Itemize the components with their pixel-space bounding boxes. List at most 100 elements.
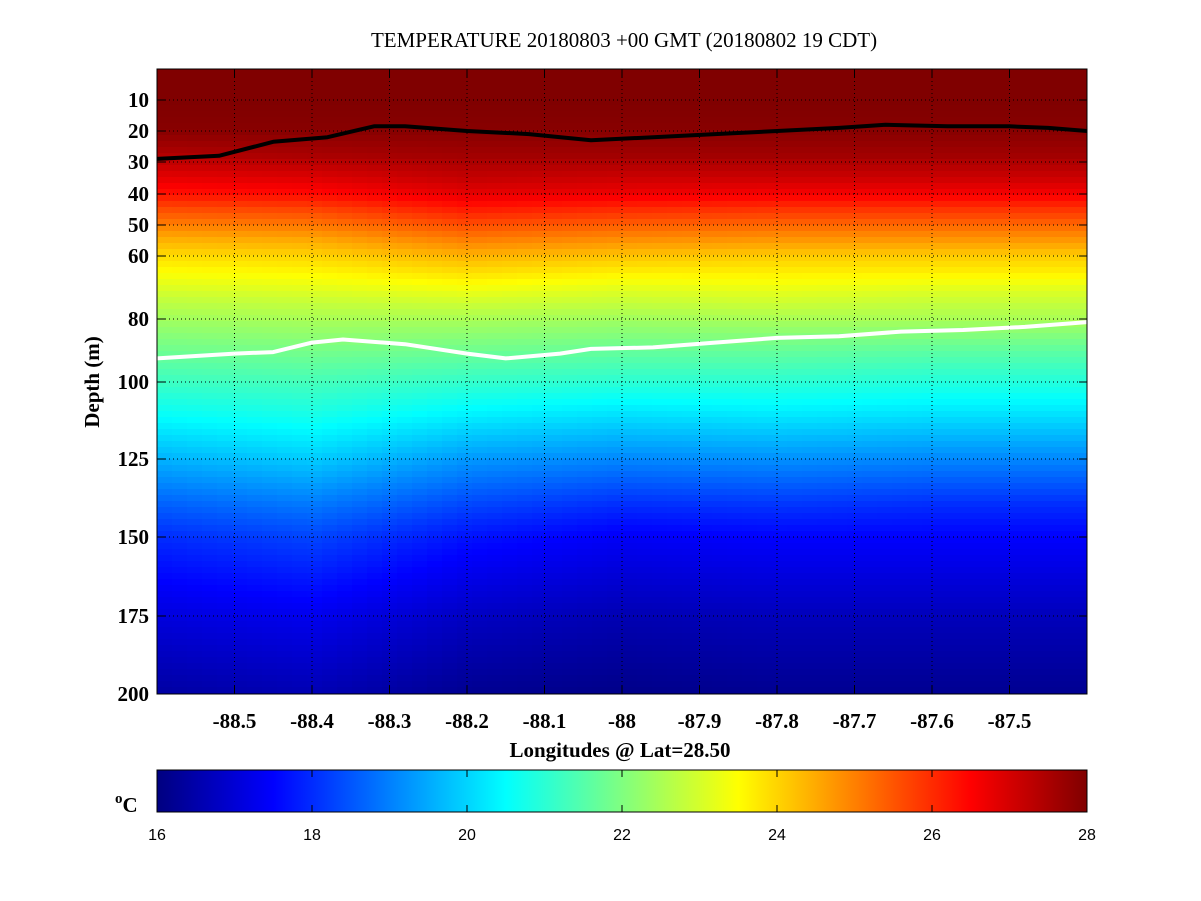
heatmap-cell xyxy=(682,183,698,190)
heatmap-cell xyxy=(967,261,983,268)
heatmap-cell xyxy=(457,483,473,490)
heatmap-cell xyxy=(187,441,203,448)
heatmap-cell xyxy=(652,303,668,310)
heatmap-cell xyxy=(247,267,263,274)
heatmap-cell xyxy=(982,177,998,184)
heatmap-cell xyxy=(367,375,383,382)
heatmap-cell xyxy=(742,495,758,502)
heatmap-cell xyxy=(577,195,593,202)
heatmap-cell xyxy=(1042,189,1058,196)
heatmap-cell xyxy=(562,453,578,460)
heatmap-cell xyxy=(982,513,998,520)
heatmap-cell xyxy=(412,291,428,298)
heatmap-cell xyxy=(937,249,953,256)
heatmap-cell xyxy=(187,207,203,214)
heatmap-cell xyxy=(262,519,278,526)
heatmap-cell xyxy=(787,537,803,544)
heatmap-cell xyxy=(487,525,503,532)
heatmap-cell xyxy=(577,543,593,550)
heatmap-cell xyxy=(412,333,428,340)
heatmap-cell xyxy=(667,441,683,448)
heatmap-cell xyxy=(397,129,413,136)
heatmap-cell xyxy=(817,423,833,430)
heatmap-cell xyxy=(562,387,578,394)
heatmap-cell xyxy=(337,261,353,268)
heatmap-cell xyxy=(1027,81,1043,88)
heatmap-cell xyxy=(697,207,713,214)
heatmap-cell xyxy=(172,219,188,226)
heatmap-cell xyxy=(397,477,413,484)
heatmap-cell xyxy=(802,297,818,304)
heatmap-cell xyxy=(187,147,203,154)
heatmap-cell xyxy=(337,369,353,376)
heatmap-cell xyxy=(772,393,788,400)
heatmap-cell xyxy=(172,489,188,496)
heatmap-cell xyxy=(817,447,833,454)
heatmap-cell xyxy=(817,195,833,202)
heatmap-cell xyxy=(157,405,173,412)
heatmap-cell xyxy=(667,135,683,142)
heatmap-cell xyxy=(562,267,578,274)
heatmap-cell xyxy=(352,87,368,94)
heatmap-cell xyxy=(967,315,983,322)
heatmap-cell xyxy=(847,471,863,478)
heatmap-cell xyxy=(172,75,188,82)
heatmap-cell xyxy=(382,519,398,526)
heatmap-cell xyxy=(247,117,263,124)
heatmap-cell xyxy=(922,435,938,442)
heatmap-cell xyxy=(1072,225,1087,232)
heatmap-cell xyxy=(307,243,323,250)
heatmap-cell xyxy=(772,87,788,94)
heatmap-cell xyxy=(217,393,233,400)
heatmap-cell xyxy=(457,171,473,178)
heatmap-cell xyxy=(172,171,188,178)
heatmap-cell xyxy=(337,357,353,364)
heatmap-cell xyxy=(562,105,578,112)
heatmap-cell xyxy=(517,231,533,238)
heatmap-cell xyxy=(442,177,458,184)
heatmap-cell xyxy=(877,207,893,214)
heatmap-cell xyxy=(322,333,338,340)
heatmap-cell xyxy=(652,471,668,478)
heatmap-cell xyxy=(787,315,803,322)
heatmap-cell xyxy=(922,453,938,460)
heatmap-cell xyxy=(397,459,413,466)
heatmap-cell xyxy=(697,453,713,460)
heatmap-cell xyxy=(337,501,353,508)
heatmap-cell xyxy=(622,111,638,118)
heatmap-cell xyxy=(397,525,413,532)
heatmap-cell xyxy=(397,435,413,442)
heatmap-cell xyxy=(1012,105,1028,112)
heatmap-cell xyxy=(937,423,953,430)
heatmap-cell xyxy=(472,105,488,112)
heatmap-cell xyxy=(907,285,923,292)
heatmap-cell xyxy=(757,315,773,322)
heatmap-cell xyxy=(697,177,713,184)
heatmap-cell xyxy=(787,393,803,400)
heatmap-cell xyxy=(802,123,818,130)
heatmap-cell xyxy=(532,369,548,376)
heatmap-cell xyxy=(712,489,728,496)
heatmap-cell xyxy=(892,345,908,352)
heatmap-cell xyxy=(217,219,233,226)
heatmap-cell xyxy=(292,339,308,346)
heatmap-cell xyxy=(607,213,623,220)
heatmap-cell xyxy=(967,189,983,196)
heatmap-cell xyxy=(817,261,833,268)
heatmap-cell xyxy=(577,243,593,250)
heatmap-cell xyxy=(937,387,953,394)
heatmap-cell xyxy=(997,99,1013,106)
heatmap-cell xyxy=(622,477,638,484)
heatmap-cell xyxy=(352,93,368,100)
heatmap-cell xyxy=(217,333,233,340)
heatmap-cell xyxy=(1042,531,1058,538)
heatmap-cell xyxy=(457,339,473,346)
heatmap-cell xyxy=(712,351,728,358)
heatmap-cell xyxy=(772,255,788,262)
heatmap-cell xyxy=(1072,243,1087,250)
heatmap-cell xyxy=(652,225,668,232)
heatmap-cell xyxy=(802,309,818,316)
heatmap-cell xyxy=(682,375,698,382)
heatmap-cell xyxy=(187,267,203,274)
heatmap-cell xyxy=(457,165,473,172)
